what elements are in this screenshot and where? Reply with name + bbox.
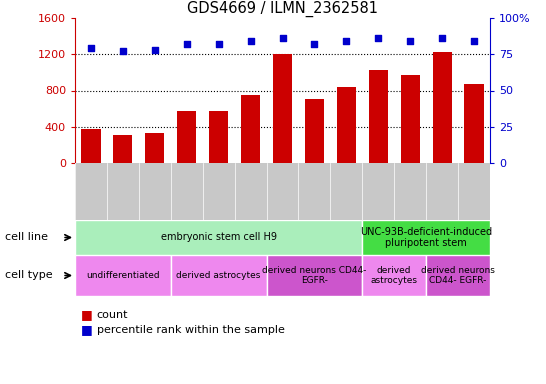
Bar [114, 135, 133, 163]
Bar [363, 220, 490, 255]
Text: UNC-93B-deficient-induced
pluripotent stem: UNC-93B-deficient-induced pluripotent st… [360, 227, 492, 248]
Bar [241, 95, 260, 163]
Point [214, 41, 223, 47]
Text: ■: ■ [80, 308, 92, 321]
Bar [305, 99, 324, 163]
Bar [465, 84, 484, 163]
Bar [432, 51, 452, 163]
Text: derived astrocytes: derived astrocytes [176, 271, 261, 280]
Point [87, 45, 96, 51]
Text: undifferentiated: undifferentiated [86, 271, 159, 280]
Bar [81, 129, 100, 163]
Bar [426, 255, 490, 296]
Point [118, 48, 127, 55]
Bar [75, 255, 171, 296]
Point [342, 38, 351, 44]
Title: GDS4669 / ILMN_2362581: GDS4669 / ILMN_2362581 [187, 0, 378, 17]
Bar [209, 111, 228, 163]
Bar [363, 255, 426, 296]
Point [310, 41, 319, 47]
Text: cell line: cell line [5, 232, 49, 243]
Text: derived neurons
CD44- EGFR-: derived neurons CD44- EGFR- [421, 266, 495, 285]
Point [406, 38, 414, 44]
Text: ■: ■ [80, 323, 92, 336]
Text: cell type: cell type [5, 270, 53, 280]
Bar [266, 255, 363, 296]
Bar [75, 220, 363, 255]
Bar [273, 54, 292, 163]
Text: percentile rank within the sample: percentile rank within the sample [97, 325, 284, 335]
Text: count: count [97, 310, 128, 320]
Text: derived
astrocytes: derived astrocytes [371, 266, 418, 285]
Point [438, 35, 447, 41]
Bar [145, 133, 164, 163]
Bar [171, 255, 266, 296]
Bar [337, 87, 356, 163]
Point [246, 38, 255, 44]
Point [182, 41, 191, 47]
Bar [177, 111, 197, 163]
Bar [369, 70, 388, 163]
Point [470, 38, 478, 44]
Point [278, 35, 287, 41]
Text: embryonic stem cell H9: embryonic stem cell H9 [161, 232, 277, 243]
Point [151, 47, 159, 53]
Point [374, 35, 383, 41]
Bar [401, 75, 420, 163]
Text: derived neurons CD44-
EGFR-: derived neurons CD44- EGFR- [262, 266, 366, 285]
